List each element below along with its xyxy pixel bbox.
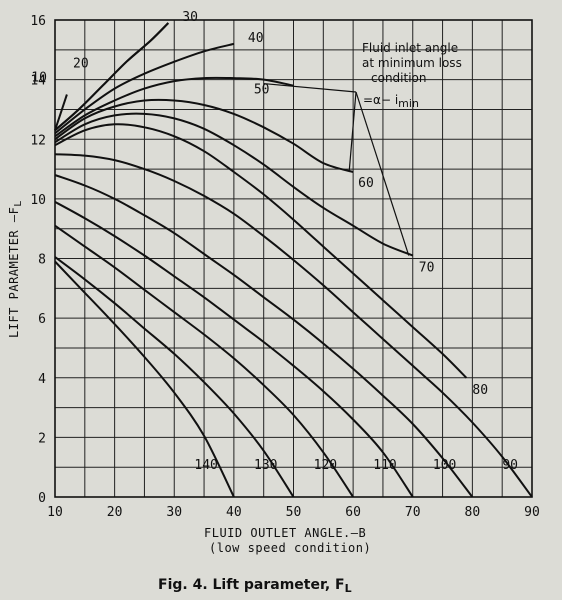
inlet-angle-annotation: Fluid inlet angle at minimum loss condit… (362, 41, 462, 110)
y-tick-label: 16 (30, 14, 46, 29)
leader-line-50 (263, 82, 357, 93)
y-tick-label: 2 (38, 431, 46, 446)
x-tick-label: 90 (524, 505, 540, 520)
leader-line-60 (348, 91, 357, 173)
y-tick-label: 6 (38, 312, 46, 327)
annotation-line-1: Fluid inlet angle (362, 41, 458, 55)
annotation-line-2: at minimum loss (362, 56, 462, 70)
annotation-line-3: condition (371, 71, 426, 85)
curve-70 (54, 112, 414, 257)
curve-label-140: 140 (194, 458, 217, 473)
curve-label-120: 120 (314, 458, 337, 473)
curve-90 (54, 153, 533, 498)
x-axis-label: FLUID OUTLET ANGLE.—B (204, 526, 366, 540)
plot-frame (54, 19, 533, 498)
y-tick-label: 0 (38, 491, 46, 506)
chart-curves (54, 22, 533, 498)
leader-line-70 (355, 91, 410, 256)
curve-label-30: 30 (182, 10, 198, 25)
chart-ticks: 10 20 30 40 50 60 70 80 90 0 2 4 6 8 10 12 14 16 (30, 14, 539, 520)
x-tick-label: 40 (226, 505, 242, 520)
curve-50 (54, 76, 294, 138)
y-tick-label: 8 (38, 253, 46, 268)
curve-30 (54, 22, 170, 132)
x-axis-note: (low speed condition) (209, 541, 371, 555)
curve-label-40: 40 (248, 31, 264, 46)
chart-grid (55, 20, 532, 497)
chart-curve-labels: 10 20 30 40 50 60 70 80 90 100 110 120 130 140 (31, 10, 518, 473)
y-tick-label: 14 (30, 74, 46, 89)
y-axis-label-sub: L (13, 200, 24, 207)
curve-label-70: 70 (419, 261, 435, 276)
figure-caption-text: Fig. 4. Lift parameter, F (158, 577, 345, 593)
curve-120 (54, 224, 354, 498)
curve-100 (54, 174, 474, 498)
curve-60 (54, 98, 354, 173)
annotation-formula-sub: min (398, 97, 419, 110)
x-tick-label: 30 (166, 505, 182, 520)
curve-label-60: 60 (358, 176, 374, 191)
x-tick-label: 10 (47, 505, 63, 520)
annotation-formula-text: =α− i (363, 93, 398, 107)
figure-caption: Fig. 4. Lift parameter, FL (158, 577, 352, 595)
curve-130 (54, 256, 295, 498)
y-axis-label-text: LIFT PARAMETER —F (7, 207, 21, 338)
y-tick-label: 4 (38, 372, 46, 387)
y-axis-label: LIFT PARAMETER —FL (7, 200, 24, 338)
curve-label-110: 110 (373, 458, 396, 473)
y-tick-label: 12 (30, 133, 46, 148)
x-tick-label: 70 (405, 505, 421, 520)
curve-110 (54, 201, 414, 498)
curve-label-50: 50 (254, 83, 270, 98)
curve-140 (54, 260, 235, 498)
annotation-leaders (263, 82, 410, 256)
curve-label-10: 10 (31, 71, 47, 86)
curve-label-80: 80 (472, 383, 488, 398)
x-tick-label: 80 (465, 505, 481, 520)
figure-caption-sub: L (345, 582, 352, 595)
curve-label-100: 100 (433, 458, 456, 473)
x-tick-label: 20 (107, 505, 123, 520)
x-tick-label: 60 (345, 505, 361, 520)
curve-label-20: 20 (73, 57, 89, 72)
y-tick-label: 10 (30, 193, 46, 208)
curve-label-90: 90 (502, 458, 518, 473)
curve-80 (54, 123, 468, 379)
curve-40 (54, 42, 235, 135)
x-tick-label: 50 (286, 505, 302, 520)
annotation-formula: =α− imin (363, 93, 419, 110)
curve-label-130: 130 (254, 458, 277, 473)
